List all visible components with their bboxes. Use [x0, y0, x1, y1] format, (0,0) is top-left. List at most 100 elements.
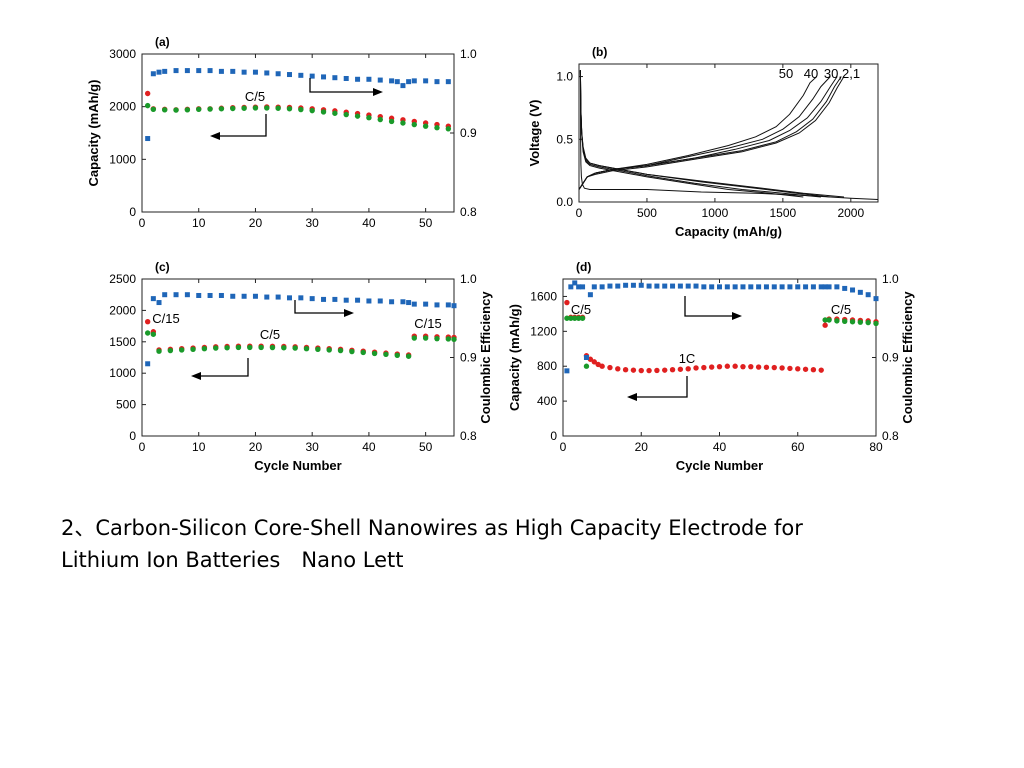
data-point-efficiency	[264, 294, 270, 300]
x-tick-label: 30	[306, 216, 320, 230]
data-point-efficiency	[795, 284, 801, 290]
data-point-efficiency	[173, 292, 179, 298]
data-point-capacity	[826, 317, 832, 323]
y-tick-label: 1200	[530, 324, 557, 338]
data-point-efficiency	[207, 68, 213, 74]
x-axis-label: Cycle Number	[676, 458, 763, 473]
data-point-capacity	[779, 365, 785, 371]
data-point-capacity	[383, 351, 389, 358]
data-point-efficiency	[709, 284, 715, 290]
data-point-efficiency	[275, 71, 281, 77]
data-point-capacity	[247, 344, 253, 351]
data-point-efficiency	[218, 292, 224, 298]
data-point-efficiency	[400, 299, 406, 305]
data-point-efficiency	[677, 283, 683, 289]
data-point-efficiency	[355, 76, 361, 82]
data-point-efficiency	[321, 74, 327, 80]
data-point-capacity	[591, 359, 597, 365]
data-point-efficiency	[646, 283, 652, 289]
y-tick-label: 0	[129, 429, 136, 443]
data-point-efficiency	[803, 284, 809, 290]
y-tick-label: 500	[116, 398, 136, 412]
x-tick-label: 40	[362, 440, 376, 454]
data-point-efficiency	[607, 283, 613, 289]
data-point-efficiency	[748, 284, 754, 290]
x-tick-label: 40	[713, 440, 727, 454]
chart-panel-d: 0 20 40 60 800400800120016000.80.91.0(d)Cycl…	[507, 260, 915, 473]
chart-panel-a: 0 10 20 30 40 50 0 1000 2000 3000 0.8 0.9 1.0 (a) Capa…	[86, 35, 477, 230]
chart-panel-b: 0 500 1000 1500 2000 0.0 0.5 1.0 (b) Capacity (mA…	[527, 45, 879, 239]
arrow-line	[309, 78, 375, 93]
x-tick-label: 1000	[702, 206, 729, 220]
y2-tick-label: 0.8	[460, 205, 477, 219]
data-point-efficiency	[662, 283, 668, 289]
data-point-capacity	[349, 348, 355, 355]
data-point-efficiency	[787, 284, 793, 290]
data-point-capacity	[802, 366, 809, 372]
series-line	[579, 70, 845, 198]
data-point-capacity	[354, 113, 361, 119]
annotation-label: 40	[804, 66, 818, 81]
data-point-capacity	[564, 299, 570, 306]
data-point-capacity	[377, 116, 383, 123]
data-point-efficiency	[732, 284, 738, 290]
data-point-capacity	[213, 345, 219, 351]
data-point-efficiency	[615, 283, 621, 289]
data-point-efficiency	[389, 299, 395, 305]
y-tick-label: 0.0	[556, 195, 573, 209]
y2-tick-label: 0.8	[882, 429, 899, 443]
data-point-capacity	[394, 352, 400, 359]
data-point-efficiency	[434, 302, 440, 308]
y-tick-label: 1000	[109, 366, 136, 380]
panel-label: (c)	[155, 260, 170, 274]
data-point-capacity	[865, 319, 871, 326]
caption-line-1: 2、Carbon-Silicon Core-Shell Nanowires as…	[61, 516, 803, 540]
data-point-efficiency	[184, 292, 190, 298]
data-point-efficiency	[150, 71, 156, 77]
y-tick-label: 1500	[109, 335, 136, 349]
data-point-efficiency	[196, 292, 202, 298]
data-point-capacity	[224, 345, 230, 351]
data-point-capacity	[326, 347, 332, 353]
data-point-efficiency	[865, 292, 871, 298]
data-point-efficiency	[218, 68, 224, 74]
data-point-capacity	[771, 364, 777, 371]
data-point-capacity	[849, 319, 856, 325]
x-tick-label: 1500	[770, 206, 797, 220]
data-point-capacity	[275, 105, 281, 111]
data-point-capacity	[156, 348, 162, 354]
data-point-capacity	[716, 363, 723, 370]
data-point-efficiency	[207, 292, 213, 298]
data-point-efficiency	[343, 75, 349, 81]
data-point-capacity	[445, 126, 452, 132]
y2-axis-label: Coulombic Efficiency	[900, 291, 915, 424]
data-point-efficiency	[321, 296, 327, 302]
arrow-line	[684, 296, 733, 317]
data-point-capacity	[292, 345, 298, 351]
arrow-head	[732, 312, 742, 320]
y-tick-label: 1000	[109, 152, 136, 166]
data-point-efficiency	[309, 73, 315, 79]
data-point-efficiency	[580, 284, 586, 290]
data-point-efficiency	[826, 284, 832, 290]
y-tick-label: 800	[537, 359, 557, 373]
data-point-capacity	[320, 109, 327, 115]
data-point-efficiency	[406, 79, 412, 85]
series-line	[579, 70, 804, 198]
data-point-efficiency	[630, 282, 636, 288]
data-point-efficiency	[591, 284, 597, 290]
x-axis-label: Cycle Number	[254, 458, 341, 473]
annotation-label: C/5	[831, 302, 851, 317]
data-point-efficiency	[763, 284, 769, 290]
data-point-capacity	[434, 335, 440, 342]
data-point-efficiency	[400, 83, 406, 89]
data-point-capacity	[842, 318, 848, 325]
data-point-capacity	[144, 90, 151, 97]
arrow-head	[191, 372, 201, 380]
data-point-capacity	[332, 110, 338, 116]
annotation-label: 30,2,1	[824, 66, 860, 81]
data-point-efficiency	[623, 282, 629, 288]
data-point-efficiency	[377, 298, 383, 304]
y2-tick-label: 1.0	[460, 47, 477, 61]
data-point-capacity	[579, 315, 586, 321]
